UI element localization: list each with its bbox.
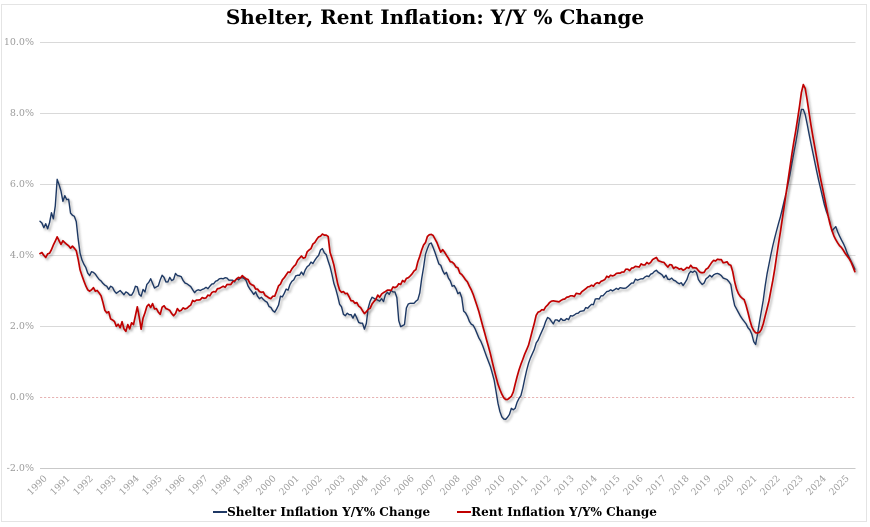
y-axis-tick-label: 8.0% [9,107,34,119]
y-axis-tick-label: 2.0% [9,320,34,332]
legend-label-rent: Rent Inflation Y/Y% Change [471,505,657,519]
legend-item-rent: Rent Inflation Y/Y% Change [457,505,657,519]
series-lines [39,83,856,421]
legend: Shelter Inflation Y/Y% Change Rent Infla… [0,503,870,521]
legend-label-shelter: Shelter Inflation Y/Y% Change [227,505,431,519]
y-axis-tick-label: 4.0% [9,249,34,261]
y-axis-tick-label: -2.0% [6,462,34,474]
legend-line-sample-shelter [213,510,228,514]
legend-item-shelter: Shelter Inflation Y/Y% Change [213,505,430,519]
gridlines [40,42,856,469]
series-line-shelter [39,108,856,421]
y-axis-tick-label: 6.0% [9,178,34,190]
y-axis-tick-label: 10.0% [3,36,34,48]
series-line-rent [39,83,856,401]
chart-title: Shelter, Rent Inflation: Y/Y % Change [225,5,645,29]
y-axis-tick-label: 0.0% [9,391,34,403]
legend-line-sample-rent [457,510,472,514]
